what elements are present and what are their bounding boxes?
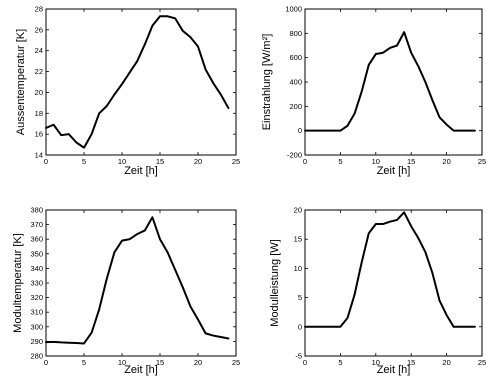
- chart-0-y-tick-label: 18: [35, 109, 43, 118]
- chart-3-y-tick-label: 5: [298, 293, 302, 302]
- chart-3-plot-frame: [304, 209, 483, 357]
- chart-2-y-tick-label: 350: [30, 249, 43, 258]
- chart-2-x-tick-label: 0: [44, 358, 48, 367]
- chart-0-y-axis-label: Aussentemperatur [K]: [15, 29, 27, 135]
- chart-1-x-tick-label: 10: [372, 157, 380, 166]
- chart-2-y-tick-label: 370: [30, 220, 43, 229]
- chart-2-y-tick-label: 340: [30, 264, 43, 273]
- chart-0-series-line-0: [45, 15, 230, 149]
- chart-2-y-axis-label: Modultemperatur [K]: [12, 233, 24, 333]
- chart-1-x-tick-label: 5: [338, 157, 342, 166]
- chart-2-y-tick-label: 310: [30, 308, 43, 317]
- chart-2-x-tick-label: 15: [156, 358, 164, 367]
- chart-2-y-tick-label: 360: [30, 235, 43, 244]
- chart-0-x-tick-label: 20: [194, 157, 202, 166]
- chart-1-x-tick-label: 15: [407, 157, 415, 166]
- chart-3-x-tick-label: 5: [338, 358, 342, 367]
- chart-3-x-tick-label: 0: [303, 358, 307, 367]
- chart-3-y-tick-label: -5: [295, 352, 302, 361]
- chart-1-x-tick-label: 0: [303, 157, 307, 166]
- chart-1-x-tick-label: 20: [442, 157, 450, 166]
- chart-2-y-tick-label: 290: [30, 337, 43, 346]
- chart-2-y-tick-label: 300: [30, 322, 43, 331]
- chart-0-plot-frame: [45, 8, 237, 156]
- chart-0-y-tick-label: 28: [35, 5, 43, 14]
- chart-3-y-tick-label: 15: [294, 235, 302, 244]
- chart-2-y-tick-label: 380: [30, 206, 43, 215]
- chart-0-x-tick-label: 15: [156, 157, 164, 166]
- chart-3-x-tick-label: 10: [372, 358, 380, 367]
- chart-2-x-tick-label: 5: [82, 358, 86, 367]
- chart-2-series-line-0: [45, 216, 230, 345]
- chart-1-y-tick-label: -200: [287, 151, 302, 160]
- chart-2-x-tick-label: 25: [232, 358, 240, 367]
- chart-0-y-tick-label: 20: [35, 88, 43, 97]
- chart-1-y-tick-label: 0: [298, 126, 302, 135]
- chart-0-y-tick-label: 16: [35, 130, 43, 139]
- chart-2-y-tick-label: 330: [30, 279, 43, 288]
- chart-3-y-tick-label: 10: [294, 264, 302, 273]
- chart-3-series-line-0: [304, 211, 476, 328]
- chart-1-y-tick-label: 400: [289, 78, 302, 87]
- chart-1-y-tick-label: 200: [289, 102, 302, 111]
- chart-2-x-tick-label: 10: [118, 358, 126, 367]
- chart-3-y-tick-label: 20: [294, 206, 302, 215]
- chart-1-series-line-0: [304, 31, 476, 132]
- chart-2-x-axis-label: Zeit [h]: [124, 364, 158, 376]
- chart-3-y-axis-label: Modulleistung [W]: [269, 239, 281, 326]
- chart-3-y-tick-label: 0: [298, 322, 302, 331]
- chart-1-y-tick-label: 600: [289, 53, 302, 62]
- chart-1-plot-frame: [304, 8, 483, 156]
- chart-3-x-tick-label: 15: [407, 358, 415, 367]
- chart-3-x-tick-label: 25: [478, 358, 486, 367]
- chart-1-x-tick-label: 25: [478, 157, 486, 166]
- chart-2: 0 5 10 15 20 25 280 290 300 310 320 330 340 350 360 370…: [12, 206, 240, 377]
- chart-0-x-tick-label: 10: [118, 157, 126, 166]
- chart-2-y-tick-label: 280: [30, 352, 43, 361]
- chart-2-y-tick-label: 320: [30, 293, 43, 302]
- chart-1-y-tick-label: 800: [289, 29, 302, 38]
- chart-0-y-tick-label: 14: [35, 151, 43, 160]
- chart-0-x-tick-label: 0: [44, 157, 48, 166]
- chart-0: 0 5 10 15 20 25 14 16 18 20 22 24 26 28 Zeit [h] Aussen…: [15, 5, 240, 178]
- chart-0-x-axis-label: Zeit [h]: [124, 165, 158, 177]
- chart-0-x-tick-label: 5: [82, 157, 86, 166]
- chart-1-x-axis-label: Zeit [h]: [377, 165, 411, 177]
- chart-0-y-tick-label: 24: [35, 46, 43, 55]
- chart-3-x-tick-label: 20: [442, 358, 450, 367]
- chart-0-y-tick-label: 26: [35, 25, 43, 34]
- chart-1-y-axis-label: Einstrahlung [W/m²]: [261, 34, 273, 131]
- chart-0-x-tick-label: 25: [232, 157, 240, 166]
- chart-0-y-tick-label: 22: [35, 67, 43, 76]
- chart-2-x-tick-label: 20: [194, 358, 202, 367]
- chart-3-x-axis-label: Zeit [h]: [377, 364, 411, 376]
- chart-1-y-tick-label: 1000: [285, 5, 302, 14]
